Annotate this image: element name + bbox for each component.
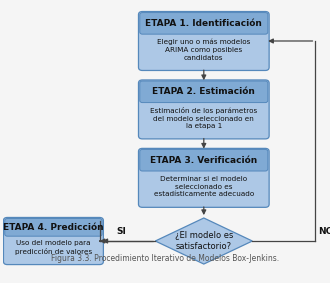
Text: ETAPA 3. Verificación: ETAPA 3. Verificación xyxy=(150,156,257,165)
Text: Determinar si el modelo
seleccionado es
estadísticamente adecuado: Determinar si el modelo seleccionado es … xyxy=(154,176,254,197)
Text: Elegir uno o más modelos
ARIMA como posibles
candidatos: Elegir uno o más modelos ARIMA como posi… xyxy=(157,39,250,61)
Text: SI: SI xyxy=(116,227,126,236)
FancyBboxPatch shape xyxy=(139,148,269,207)
Text: NO: NO xyxy=(319,227,330,236)
Text: ETAPA 4. Predicción: ETAPA 4. Predicción xyxy=(3,223,104,232)
Text: ETAPA 1. Identificación: ETAPA 1. Identificación xyxy=(146,19,262,28)
Polygon shape xyxy=(155,218,252,264)
FancyBboxPatch shape xyxy=(140,81,268,102)
FancyBboxPatch shape xyxy=(139,12,269,70)
Text: Figura 3.3. Procedimiento Iterativo de Modelos Box-Jenkins.: Figura 3.3. Procedimiento Iterativo de M… xyxy=(51,254,279,263)
Text: ETAPA 2. Estimación: ETAPA 2. Estimación xyxy=(152,87,255,96)
FancyBboxPatch shape xyxy=(140,12,268,34)
Text: Estimación de los parámetros
del modelo seleccionado en
la etapa 1: Estimación de los parámetros del modelo … xyxy=(150,107,257,129)
Text: Uso del modelo para
predicción de valores: Uso del modelo para predicción de valore… xyxy=(15,240,92,255)
FancyBboxPatch shape xyxy=(5,218,102,236)
FancyBboxPatch shape xyxy=(140,149,268,171)
FancyBboxPatch shape xyxy=(3,217,103,265)
FancyBboxPatch shape xyxy=(139,80,269,139)
Text: ¿El modelo es
satisfactorio?: ¿El modelo es satisfactorio? xyxy=(175,231,233,251)
